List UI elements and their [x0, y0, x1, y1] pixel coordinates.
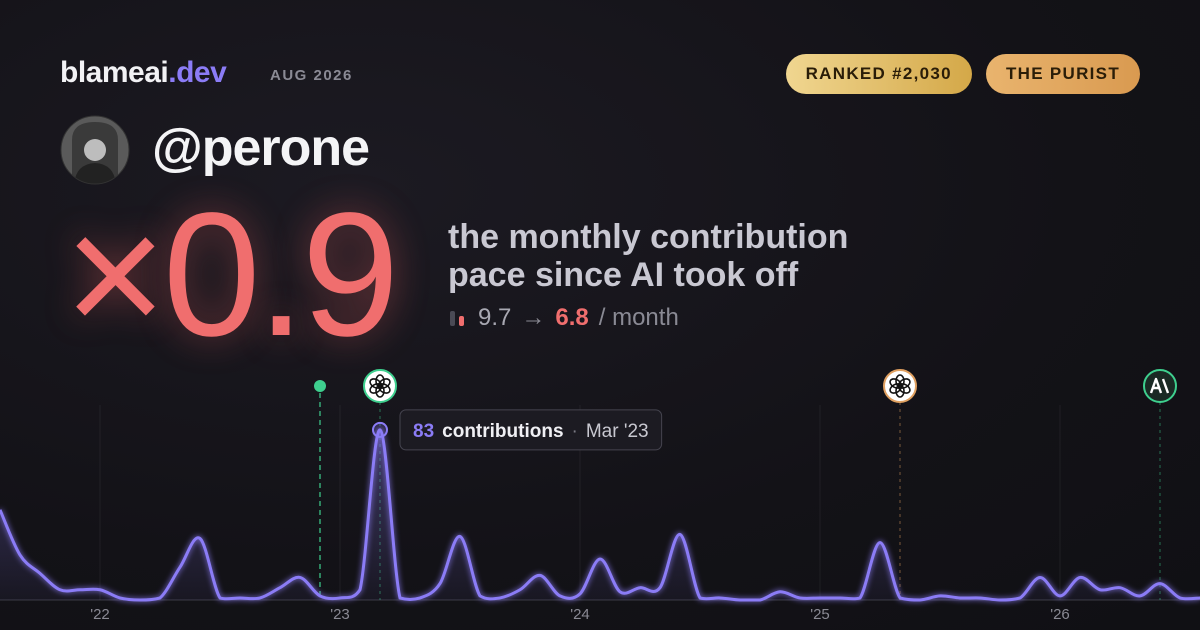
event-icon-bg — [363, 369, 397, 403]
event-icon-bg — [883, 369, 917, 403]
peak-marker — [372, 421, 388, 438]
description-line: the monthly contribution — [448, 218, 849, 256]
date: AUG 2026 — [270, 67, 353, 84]
pace-arrow: → — [521, 304, 546, 331]
x-tick-label: '22 — [90, 606, 110, 623]
avatar-ring — [60, 115, 130, 185]
tooltip-separator: · — [572, 421, 578, 442]
pace-unit: / month — [598, 304, 679, 331]
badges: RANKED #2,030 THE PURIST — [785, 54, 1140, 94]
description-line: pace since AI took off — [448, 256, 799, 294]
x-tick-label: '24 — [570, 606, 590, 623]
area-fill — [0, 429, 1200, 600]
brand: blameai.dev — [60, 56, 227, 90]
tooltip: 83 contributions · Mar '23 — [399, 409, 663, 451]
pace-before: 9.7 — [478, 304, 512, 331]
badge: THE PURIST — [985, 54, 1140, 94]
pace: 9.7 → 6.8 / month — [448, 304, 679, 332]
event-icon-bg — [1143, 369, 1177, 403]
logo-petal — [369, 378, 383, 389]
logo-petal — [889, 378, 903, 389]
avatar — [61, 116, 129, 184]
tooltip-label: contributions — [442, 421, 563, 442]
tooltip-text: 83 contributions · Mar '23 — [413, 421, 649, 442]
x-tick-label: '26 — [1050, 606, 1070, 623]
tooltip-date: Mar '23 — [586, 421, 649, 442]
event-marker — [1143, 369, 1177, 600]
pace-after: 6.8 — [555, 304, 589, 331]
badge: RANKED #2,030 — [785, 54, 972, 94]
multiplier: ×0.9 — [64, 177, 399, 373]
brand-name: blameai — [60, 56, 169, 89]
event-dot — [314, 380, 326, 392]
logo-mark — [1149, 377, 1170, 394]
line — [0, 428, 1200, 602]
tooltip-box — [399, 409, 663, 451]
event-marker — [314, 380, 326, 600]
tooltip-value: 83 — [413, 421, 434, 442]
x-tick-label: '23 — [330, 606, 350, 623]
brand-suffix: .dev — [168, 56, 227, 89]
description: the monthly contribution pace since AI to… — [448, 218, 848, 294]
handle: @perone — [152, 119, 370, 177]
pace-icon — [450, 311, 464, 326]
event-marker — [883, 369, 917, 600]
x-tick-label: '25 — [810, 606, 830, 623]
